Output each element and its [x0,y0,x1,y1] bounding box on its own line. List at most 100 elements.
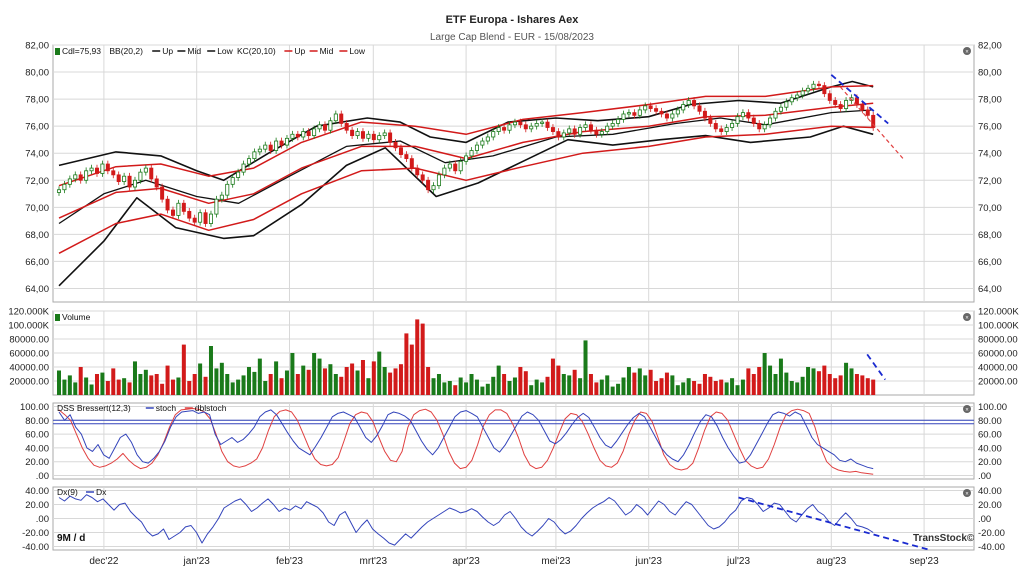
candle-body [301,131,306,138]
candle-body [398,147,403,155]
dss-legend: DSS Bressert(12,3) stoch dblstoch [57,403,227,413]
volume-bar [670,375,675,395]
volume-close-icon[interactable]: × [963,313,971,322]
volume-bar [534,379,539,395]
volume-bar [784,372,789,395]
candle-body [567,128,572,134]
volume-bar [637,368,642,395]
price-legend-label: BB(20,2) [109,46,143,56]
candle-body [496,127,501,132]
candle-body [860,104,865,111]
volume-bar [664,372,669,395]
candle-body [219,194,224,200]
candle-body [306,131,311,137]
volume-y-tick-right: 40000.00 [978,363,1018,374]
svg-text:×: × [965,408,969,414]
volume-bar [458,377,463,395]
volume-bar [469,374,474,395]
candle-body [822,85,827,95]
volume-bar [295,374,300,395]
dss-y-tick-right: .00 [978,471,991,482]
volume-y-tick-left: 20000.00 [9,377,49,388]
candle-body [84,170,89,181]
price-y-tick-right: 74,00 [978,149,1002,160]
candle-body [865,109,870,116]
volume-bar [686,378,691,395]
x-tick-label: sep'23 [910,556,940,567]
bollinger-upper-line [58,80,874,182]
candle-body [740,112,745,118]
candle-body [360,131,365,139]
volume-bar [322,368,327,395]
volume-bar [616,383,621,395]
price-y-tick-left: 64,00 [25,284,49,295]
candle-body [730,123,735,128]
volume-bar [811,368,816,395]
candle-body [800,90,805,96]
candle-body [529,125,534,130]
volume-bar [491,376,496,395]
candle-body [735,116,740,124]
candle-body [165,198,170,211]
volume-bar [643,375,648,395]
volume-bar [502,374,507,395]
price-y-tick-right: 64,00 [978,284,1002,295]
candle-body [594,129,599,135]
volume-downtrend-line [866,353,886,381]
volume-bar [844,362,849,395]
candle-body [474,144,479,151]
volume-bar [355,370,360,395]
volume-bar [62,379,67,395]
price-close-icon[interactable]: × [963,47,971,56]
bollinger-mid-line [58,109,874,225]
candle-body [746,112,751,119]
dss-close-icon[interactable]: × [963,405,971,414]
volume-bar [789,381,794,395]
volume-bar [768,365,773,395]
svg-text:×: × [965,492,969,498]
price-y-tick-right: 76,00 [978,122,1002,133]
period-label: 9M / d [57,533,85,544]
stoch-line [58,409,874,470]
volume-bar [545,376,550,395]
dx-y-tick-left: .00 [36,514,49,525]
candle-body [284,137,289,146]
price-y-tick-right: 66,00 [978,257,1002,268]
volume-bar [540,382,545,395]
candle-body [252,151,257,160]
volume-bar [751,374,756,395]
volume-bar [692,381,697,395]
candle-body [491,131,496,138]
volume-bar [420,323,425,395]
volume-bar [246,367,251,395]
candle-body [355,131,360,137]
candle-body [263,144,268,150]
candle-body [784,101,789,108]
price-y-tick-left: 66,00 [25,257,49,268]
volume-bar [681,382,686,395]
dx-close-icon[interactable]: × [963,489,971,498]
candle-body [648,105,653,109]
volume-bar [675,385,680,395]
candle-body [214,198,219,215]
x-tick-label: jan'23 [182,556,210,567]
candle-legend-icon [55,48,60,55]
candle-body [393,141,398,149]
volume-bar [366,378,371,395]
candle-body [795,94,800,99]
candle-body [583,124,588,128]
candle-body [458,160,463,172]
candle-body [132,179,137,188]
price-legend: Cdl=75,93 BB(20,2) Up Mid Low KC(20,10) Up Mid L… [55,46,366,56]
volume-bar [409,344,414,395]
candle-body [426,179,431,191]
candle-body [382,132,387,137]
volume-bar [279,378,284,395]
keltner-lower-line [58,125,874,254]
volume-bar [659,378,664,395]
candle-body [377,135,382,141]
volume-bar [730,378,735,395]
dx-legend: Dx(9) Dx [57,487,107,497]
volume-bar [594,382,599,395]
volume-bar [274,361,279,395]
